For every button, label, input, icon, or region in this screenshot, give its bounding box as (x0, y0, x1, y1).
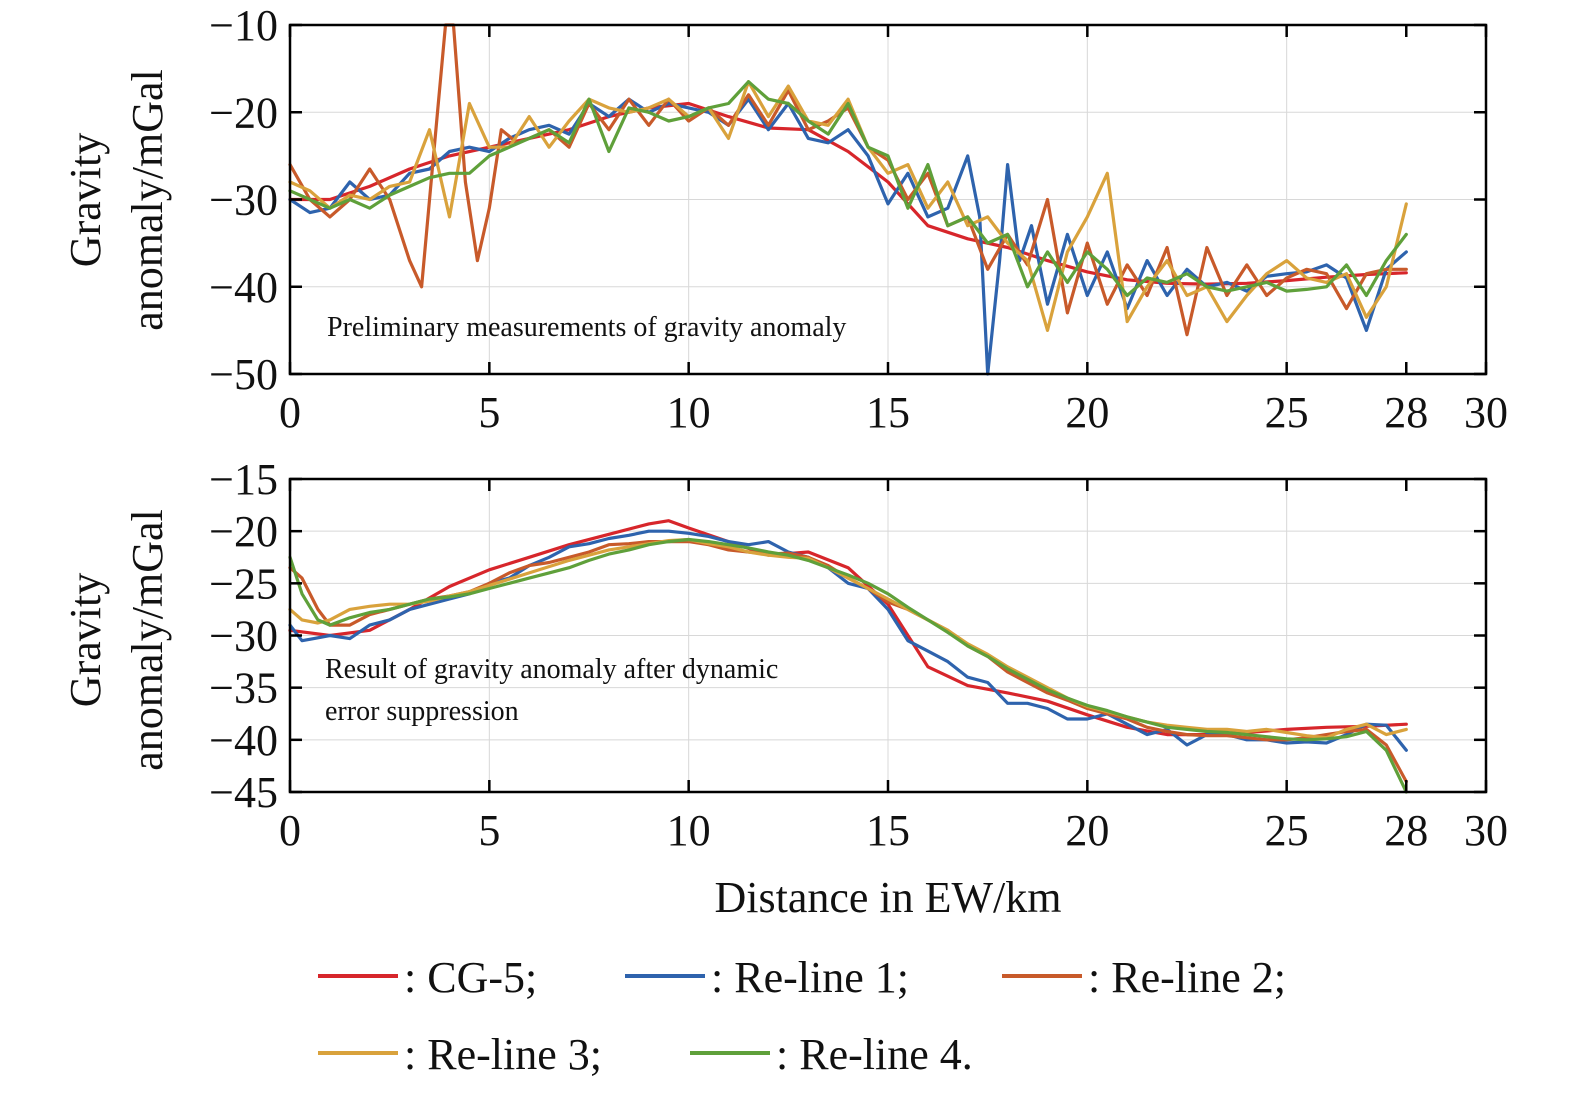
legend-label: : Re-line 2; (1088, 953, 1286, 1002)
y-axis-label-line: Gravity (61, 573, 110, 707)
bottom-chart-panel: 0 5 10 15 20 25 28 30 −15−20−25−30−35−40−45 Gravi… (61, 455, 1508, 855)
x-tick-label: 25 (1265, 806, 1309, 855)
x-tick-label: 28 (1384, 388, 1428, 437)
legend: : CG-5; : Re-line 1; : Re-line 2; : Re-line… (318, 953, 1286, 1079)
x-tick-label: 30 (1464, 806, 1508, 855)
legend-label: : Re-line 1; (711, 953, 909, 1002)
y-tick-label: −20 (209, 507, 278, 556)
series-line-re-line-4 (288, 537, 1408, 794)
y-tick-label: −45 (209, 768, 278, 817)
y-tick-label: −30 (209, 612, 278, 661)
x-tick-label: 0 (279, 388, 301, 437)
panel-annotation: Preliminary measurements of gravity anom… (327, 312, 846, 343)
y-tick-label: −25 (209, 559, 278, 608)
y-tick-label: −35 (209, 664, 278, 713)
y-axis-label: Gravity anomaly/mGal (61, 69, 172, 331)
panel-annotation-line: Result of gravity anomaly after dynamic (325, 654, 778, 685)
x-tick-label: 25 (1265, 388, 1309, 437)
legend-label: : Re-line 3; (404, 1030, 602, 1079)
series-line-re-line-3 (288, 80, 1408, 332)
legend-label: : Re-line 4. (776, 1030, 973, 1079)
y-tick-label: −40 (209, 263, 278, 312)
x-axis-label: Distance in EW/km (714, 873, 1061, 922)
top-chart-panel: 0 5 10 15 20 25 28 30 −10 −20 −30 −40 −50 Gravity anom… (61, 1, 1508, 437)
panel-annotation: Result of gravity anomaly after dynamic e… (325, 654, 778, 727)
y-axis-label-line: anomaly/mGal (123, 69, 172, 331)
y-tick-label: −20 (209, 88, 278, 137)
y-tick-label: −50 (209, 350, 278, 399)
x-tick-label: 5 (478, 388, 500, 437)
x-tick-label: 10 (667, 806, 711, 855)
x-tick-label: 20 (1065, 388, 1109, 437)
y-tick-label: −40 (209, 716, 278, 765)
legend-label: : CG-5; (404, 953, 537, 1002)
panel-annotation-line: error suppression (325, 696, 519, 727)
x-tick-label: 20 (1065, 806, 1109, 855)
x-tick-label: 15 (866, 388, 910, 437)
y-tick-label: −30 (209, 176, 278, 225)
x-tick-label: 5 (478, 806, 500, 855)
y-tick-label: −10 (209, 1, 278, 50)
x-tick-label: 15 (866, 806, 910, 855)
y-axis-label-line: Gravity (61, 133, 110, 267)
x-tick-label: 28 (1384, 806, 1428, 855)
y-tick-label: −15 (209, 455, 278, 504)
x-tick-label: 0 (279, 806, 301, 855)
series-line-re-line-4 (288, 80, 1408, 298)
y-axis-label-line: anomaly/mGal (123, 509, 172, 771)
x-tick-label: 30 (1464, 388, 1508, 437)
panel-annotation-line: Preliminary measurements of gravity anom… (327, 312, 846, 343)
x-tick-label: 10 (667, 388, 711, 437)
y-axis-label: Gravity anomaly/mGal (61, 509, 172, 771)
